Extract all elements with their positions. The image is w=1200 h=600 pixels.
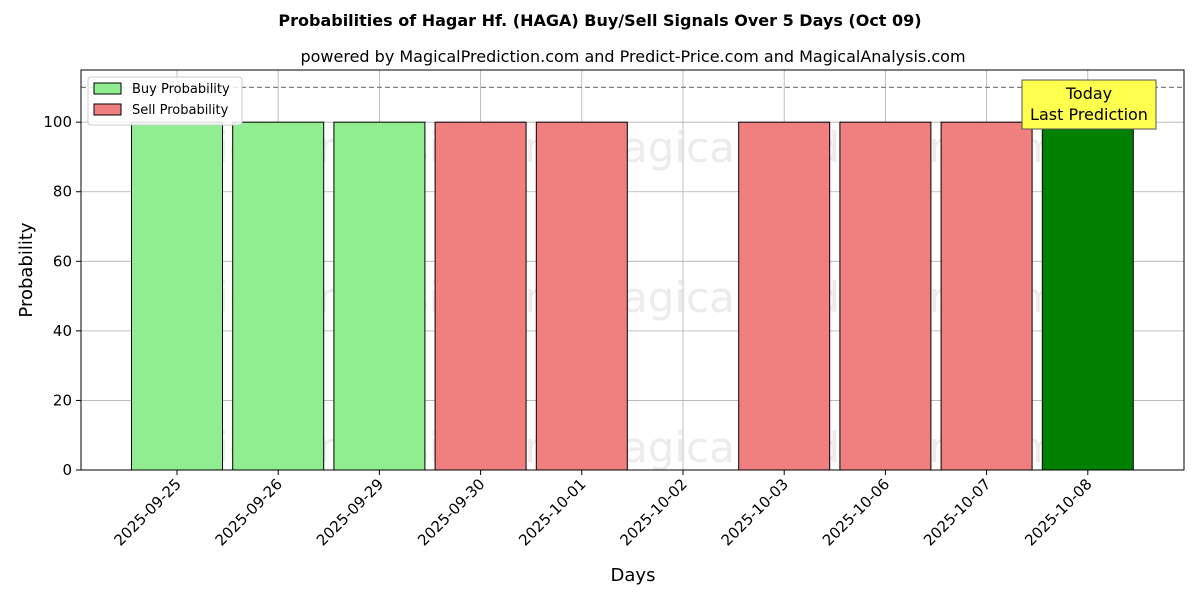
y-tick-label-2: 40 [53, 322, 72, 340]
plot-frame [80, 69, 1185, 471]
x-tick-label-5: 2025-10-02 [616, 475, 690, 549]
chart-title: Probabilities of Hagar Hf. (HAGA) Buy/Se… [278, 11, 921, 30]
bar-2025-10-01 [535, 121, 628, 471]
y-tick-label-5: 100 [43, 113, 72, 131]
x-tick-label-7: 2025-10-06 [819, 475, 893, 549]
annotation-line1: Today [1065, 84, 1112, 103]
bar-2025-10-03 [738, 121, 831, 471]
x-tick-label-4: 2025-10-01 [515, 475, 589, 549]
legend-sell-label: Sell Probability [132, 103, 229, 118]
legend-sell-swatch [93, 103, 122, 116]
y-tick-label-1: 20 [53, 391, 72, 409]
bar-2025-09-29 [333, 121, 426, 471]
chart-subtitle: powered by MagicalPrediction.com and Pre… [300, 47, 965, 66]
legend-buy-label: Buy Probability [132, 82, 230, 97]
y-tick-label-3: 60 [53, 252, 72, 270]
bar-2025-09-30 [434, 121, 527, 471]
y-axis-ticks: 0 20 40 60 80 100 [43, 113, 81, 479]
bar-2025-10-06 [839, 121, 932, 471]
bar-2025-09-26 [232, 121, 325, 471]
x-tick-label-6: 2025-10-03 [718, 475, 792, 549]
x-tick-label-8: 2025-10-07 [920, 475, 994, 549]
legend-box [87, 76, 243, 126]
y-tick-label-4: 80 [53, 183, 72, 201]
today-annotation: Today Last Prediction [1021, 79, 1157, 130]
bars [131, 121, 1134, 471]
x-tick-label-0: 2025-09-25 [110, 475, 184, 549]
y-tick-label-0: 0 [62, 461, 72, 479]
annotation-line2: Last Prediction [1030, 105, 1148, 124]
x-tick-label-9: 2025-10-08 [1021, 475, 1095, 549]
bar-2025-09-25 [131, 121, 223, 471]
y-axis-label: Probability [16, 222, 37, 317]
x-axis-ticks: 2025-09-25 2025-09-26 2025-09-29 2025-09-30… [110, 470, 1096, 549]
legend: Buy Probability Sell Probability [87, 76, 243, 126]
x-axis-label: Days [611, 565, 656, 586]
bar-2025-10-07 [940, 121, 1033, 471]
x-tick-label-2: 2025-09-29 [313, 475, 387, 549]
legend-buy-swatch [93, 82, 122, 95]
x-tick-label-1: 2025-09-26 [212, 475, 286, 549]
bar-2025-10-08 [1041, 121, 1134, 471]
annotation-box [1021, 79, 1157, 130]
x-tick-label-3: 2025-09-30 [414, 475, 488, 549]
